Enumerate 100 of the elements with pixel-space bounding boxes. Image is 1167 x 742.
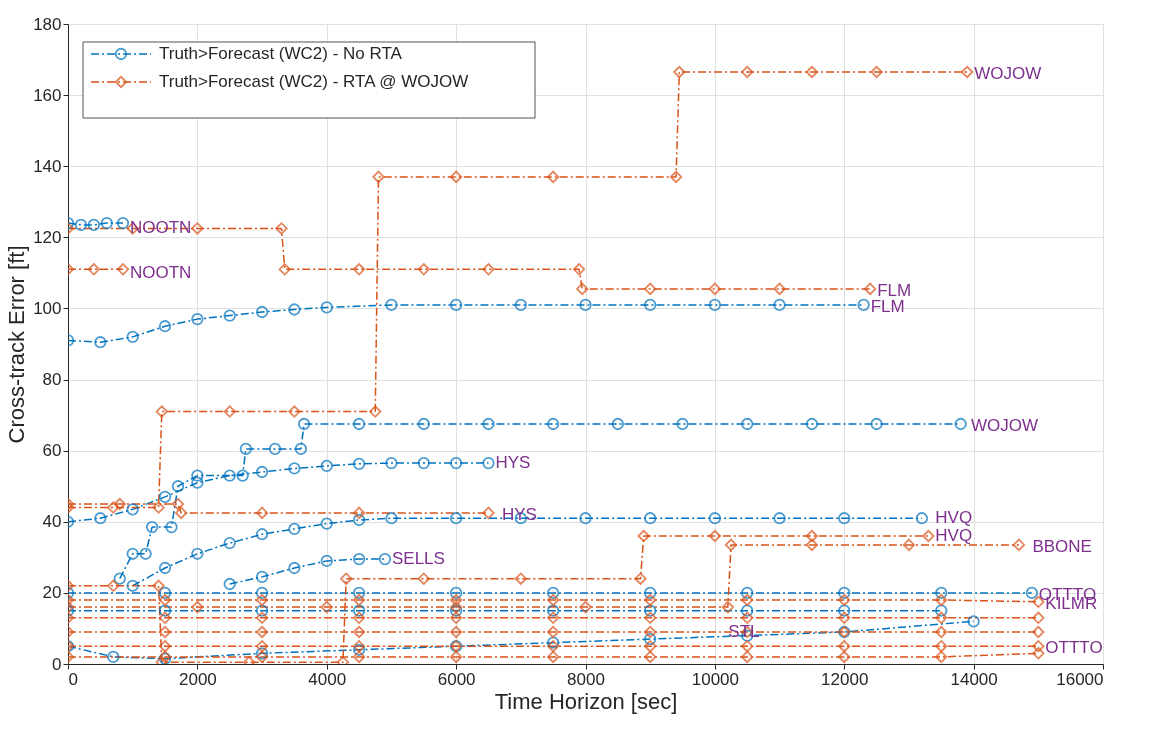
point bbox=[191, 547, 204, 560]
point bbox=[922, 529, 935, 543]
point bbox=[223, 536, 236, 550]
point bbox=[126, 330, 139, 344]
y-tick-label: 0 bbox=[52, 654, 62, 674]
point bbox=[572, 263, 586, 276]
point bbox=[915, 512, 929, 525]
point bbox=[676, 417, 689, 431]
point bbox=[417, 263, 430, 276]
point bbox=[547, 586, 560, 600]
point bbox=[126, 547, 139, 560]
point bbox=[1032, 625, 1045, 639]
point bbox=[708, 529, 722, 543]
point bbox=[87, 263, 101, 276]
point bbox=[417, 456, 430, 470]
point bbox=[191, 600, 204, 614]
point bbox=[268, 442, 282, 456]
point bbox=[320, 459, 333, 473]
point bbox=[644, 282, 657, 296]
point bbox=[139, 547, 152, 560]
point bbox=[644, 611, 657, 624]
legend-label: Truth>Forecast (WC2) - No RTA bbox=[159, 44, 403, 63]
point bbox=[352, 506, 366, 520]
point bbox=[158, 593, 172, 607]
x-tick-label: 12000 bbox=[821, 669, 869, 689]
annotation: BBONE bbox=[1032, 536, 1092, 556]
y-tick-label: 40 bbox=[42, 512, 62, 532]
point bbox=[579, 512, 592, 525]
point bbox=[352, 417, 366, 431]
point bbox=[158, 586, 172, 600]
point bbox=[158, 490, 172, 504]
point bbox=[644, 512, 657, 525]
point bbox=[255, 647, 269, 660]
x-tick-label: 14000 bbox=[950, 669, 998, 689]
point bbox=[721, 600, 734, 614]
point bbox=[378, 552, 392, 566]
point bbox=[644, 632, 657, 646]
point bbox=[741, 593, 754, 607]
point bbox=[805, 65, 819, 79]
point bbox=[935, 640, 948, 653]
point bbox=[340, 572, 353, 585]
point bbox=[255, 625, 269, 639]
point bbox=[579, 600, 592, 614]
point bbox=[634, 572, 647, 585]
point bbox=[369, 405, 382, 418]
point bbox=[288, 561, 301, 575]
annotation: HVQ bbox=[935, 508, 973, 528]
point bbox=[935, 593, 948, 607]
point bbox=[275, 222, 288, 235]
point bbox=[449, 650, 463, 664]
point bbox=[236, 469, 249, 482]
point bbox=[385, 298, 398, 312]
point bbox=[673, 65, 686, 79]
x-tick-label: 6000 bbox=[437, 669, 476, 689]
annotation: SELLS bbox=[391, 549, 445, 569]
y-tick-label: 20 bbox=[42, 583, 62, 603]
y-tick-label: 120 bbox=[33, 227, 62, 247]
annotation: HYS bbox=[495, 453, 531, 473]
point bbox=[352, 604, 366, 617]
point bbox=[158, 561, 172, 575]
x-tick-label: 4000 bbox=[308, 669, 347, 689]
point bbox=[805, 538, 819, 552]
point bbox=[644, 586, 657, 600]
point bbox=[576, 282, 589, 296]
point bbox=[385, 512, 398, 525]
point bbox=[145, 520, 159, 534]
point bbox=[320, 517, 333, 530]
annotation: HVQ bbox=[935, 526, 973, 545]
point bbox=[547, 604, 560, 617]
point bbox=[352, 586, 366, 600]
point bbox=[352, 625, 366, 639]
point bbox=[107, 501, 120, 514]
point bbox=[113, 572, 126, 585]
point bbox=[152, 579, 165, 592]
point bbox=[838, 640, 851, 653]
y-axis-title: Cross-track Error [ft] bbox=[4, 245, 30, 444]
point bbox=[805, 417, 819, 431]
point bbox=[158, 320, 172, 333]
point bbox=[155, 405, 168, 418]
point bbox=[100, 216, 113, 230]
x-axis-title: Time Horizon [sec] bbox=[494, 688, 678, 714]
point bbox=[288, 303, 301, 316]
annotation: WOJOW bbox=[974, 63, 1042, 83]
point bbox=[352, 263, 366, 276]
point bbox=[255, 305, 269, 319]
x-tick-label: 2000 bbox=[178, 669, 217, 689]
y-tick-label: 140 bbox=[33, 156, 62, 176]
point bbox=[547, 593, 560, 607]
point bbox=[773, 512, 786, 525]
point bbox=[741, 65, 754, 79]
point bbox=[482, 506, 495, 520]
point bbox=[838, 593, 851, 607]
point bbox=[320, 554, 333, 568]
point bbox=[514, 298, 527, 312]
point bbox=[611, 417, 624, 431]
point bbox=[644, 593, 657, 607]
y-tick-label: 100 bbox=[33, 298, 62, 318]
point bbox=[171, 497, 185, 511]
point bbox=[967, 615, 980, 628]
x-tick-label: 8000 bbox=[567, 669, 605, 689]
